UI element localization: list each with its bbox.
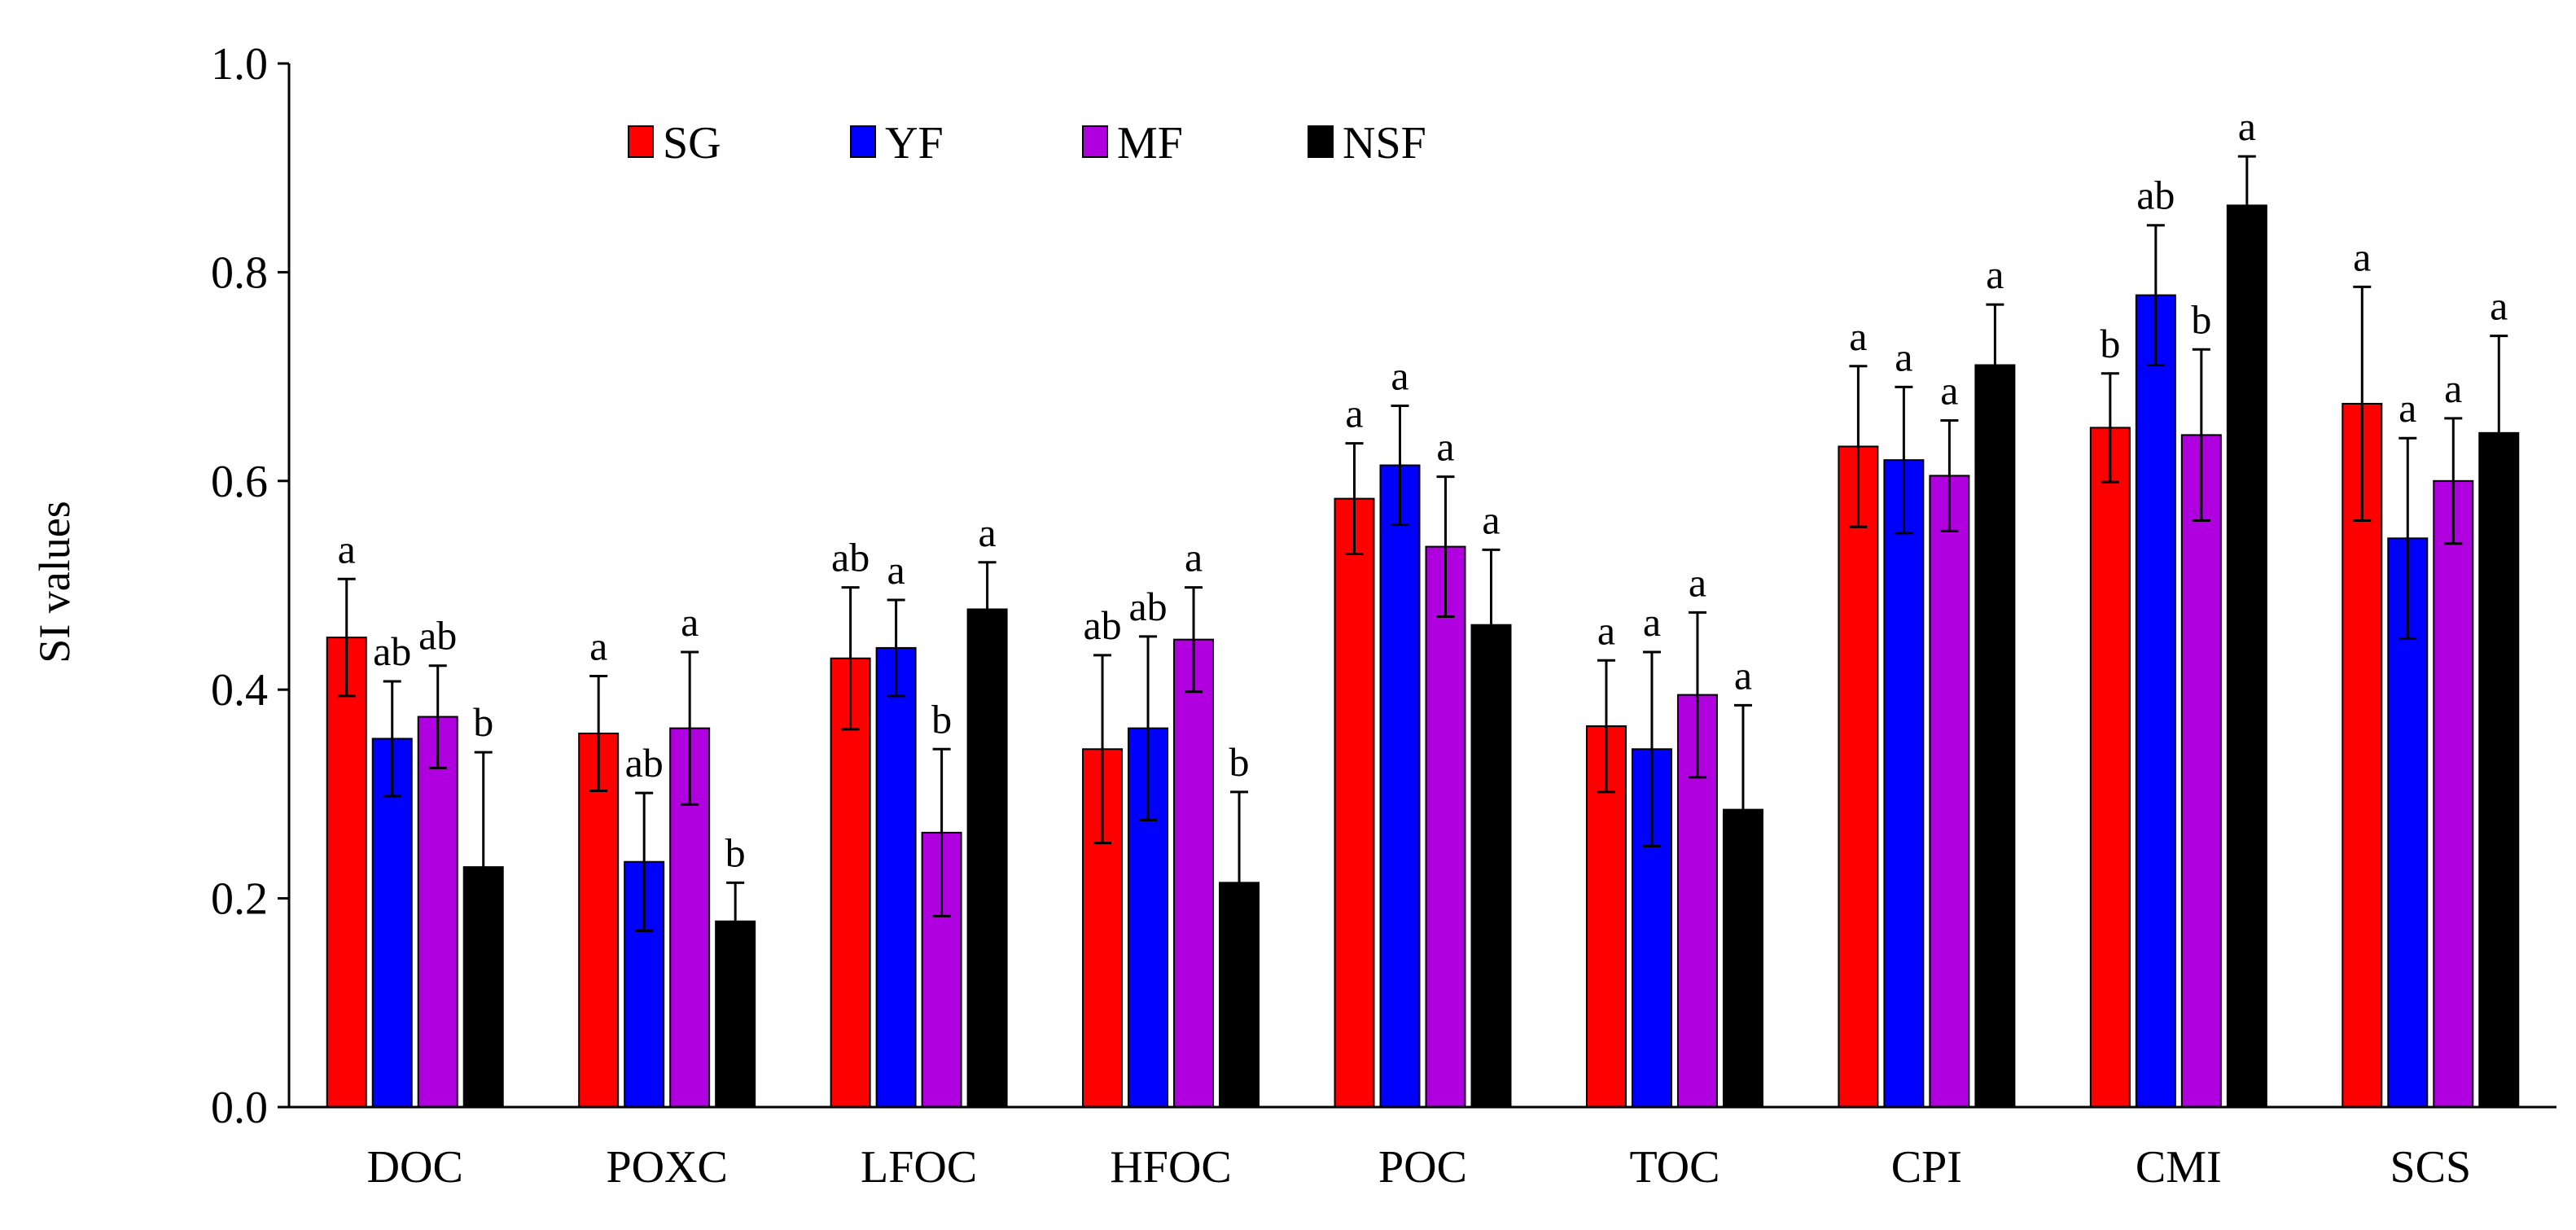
bar-yf (1379, 464, 1421, 1108)
y-tick-label: 0.6 (211, 457, 268, 507)
bar-nsf (2226, 204, 2267, 1108)
bar-nsf (1974, 364, 2016, 1108)
bar-mf (2180, 434, 2222, 1108)
significance-letter: a (681, 599, 699, 645)
significance-letter: a (1436, 424, 1454, 470)
legend-swatch-mf (1082, 125, 1108, 158)
significance-letter: a (1895, 334, 1912, 379)
significance-letter: a (979, 510, 997, 555)
significance-letter: a (1482, 497, 1500, 542)
significance-letter: a (1940, 367, 1958, 413)
bar-sg (2089, 427, 2131, 1108)
significance-letter: a (2490, 283, 2508, 329)
bar-mf (2433, 479, 2474, 1108)
significance-letter: a (1345, 391, 1363, 436)
x-category-label: HFOC (1110, 1142, 1231, 1193)
bar-sg (326, 637, 367, 1108)
y-tick-label: 0.4 (211, 665, 268, 716)
significance-letter: b (725, 829, 746, 875)
significance-letter: a (1391, 352, 1408, 398)
significance-letter: ab (2136, 173, 2175, 218)
y-tick-label: 0.8 (211, 247, 268, 298)
bar-yf (1883, 459, 1925, 1108)
significance-letter: ab (373, 628, 411, 674)
x-category-label: CPI (1891, 1142, 1962, 1193)
significance-letter: ab (1128, 584, 1167, 629)
y-tick-label: 0.0 (211, 1083, 268, 1133)
x-category-label: DOC (367, 1142, 463, 1193)
bar-mf (1173, 638, 1215, 1108)
bar-mf (1425, 545, 1466, 1108)
bar-yf (875, 646, 917, 1108)
significance-letter: a (2444, 365, 2462, 411)
significance-letter: a (1597, 607, 1615, 653)
x-category-label: CMI (2136, 1142, 2222, 1193)
bar-mf (1929, 475, 1970, 1108)
significance-letter: a (2238, 103, 2256, 149)
x-category-label: POXC (606, 1142, 727, 1193)
significance-letter: a (1185, 535, 1203, 580)
significance-letter: b (2191, 296, 2211, 342)
bar-mf (417, 716, 458, 1108)
significance-letter: a (1689, 559, 1706, 605)
significance-letter: ab (831, 535, 870, 580)
legend-label-yf: YF (885, 118, 944, 169)
bar-sg (1838, 445, 1879, 1108)
significance-letter: b (1229, 739, 1250, 785)
x-category-label: LFOC (861, 1142, 977, 1193)
significance-letter: b (2100, 321, 2120, 366)
significance-letter: a (2399, 385, 2416, 431)
x-category-label: POC (1378, 1142, 1467, 1193)
bar-nsf (2478, 431, 2520, 1108)
significance-letter: a (1849, 313, 1867, 359)
bar-nsf (966, 608, 1008, 1108)
x-category-label: SCS (2390, 1142, 2471, 1193)
x-axis-categories: DOC POXC LFOC HFOC POC TOC CPI CMI SCS (367, 1142, 2471, 1193)
y-axis-ticks: 0.0 0.2 0.4 0.6 0.8 1.0 (211, 39, 289, 1133)
significance-letter: b (931, 696, 952, 742)
significance-letter: a (1643, 599, 1661, 645)
legend-swatch-yf (850, 125, 876, 158)
legend-label-mf: MF (1117, 118, 1183, 169)
y-tick-label: 1.0 (211, 39, 268, 90)
legend-swatch-sg (628, 125, 654, 158)
legend: SG YF MF NSF (628, 118, 1426, 169)
significance-letter: a (1986, 252, 2004, 297)
x-category-label: TOC (1629, 1142, 1720, 1193)
legend-label-sg: SG (663, 118, 721, 169)
y-tick-label: 0.2 (211, 874, 268, 925)
legend-label-nsf: NSF (1343, 118, 1426, 169)
significance-letter: a (2353, 234, 2371, 279)
significance-letter: ab (625, 740, 664, 786)
significance-letter: a (887, 547, 905, 593)
significance-letter: a (589, 624, 607, 669)
axes (287, 63, 2556, 1109)
y-axis-title: SI values (30, 501, 79, 663)
significance-letter: ab (1083, 602, 1121, 648)
significance-letter: a (338, 526, 356, 571)
significance-letter: a (1734, 652, 1752, 698)
bar-yf (2135, 294, 2176, 1108)
significance-letter: ab (418, 613, 457, 659)
legend-swatch-nsf (1308, 125, 1334, 158)
significance-letter: b (473, 699, 493, 745)
bar-sg (1334, 497, 1375, 1108)
